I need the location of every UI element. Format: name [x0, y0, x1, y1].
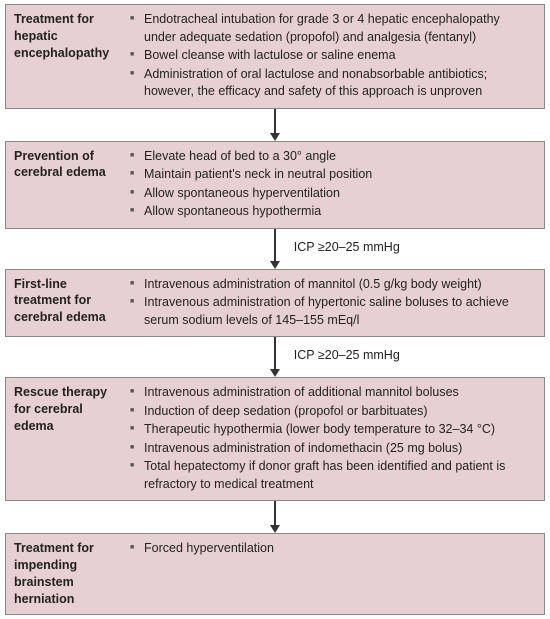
- box-title: Prevention of cerebral edema: [6, 142, 126, 228]
- box-title: Treatment for hepatic encephalopathy: [6, 5, 126, 108]
- box-title: First-line treatment for cerebral edema: [6, 270, 126, 337]
- list-item: Bowel cleanse with lactulose or saline e…: [130, 47, 534, 65]
- arrow-line: [274, 229, 276, 261]
- list-item: Elevate head of bed to a 30° angle: [130, 148, 534, 166]
- connector-label: ICP ≥20–25 mmHg: [286, 240, 400, 254]
- connector-arrow: ICP ≥20–25 mmHg: [5, 229, 545, 269]
- list-item: Intravenous administration of hypertonic…: [130, 294, 534, 329]
- box-content: Intravenous administration of mannitol (…: [126, 270, 544, 337]
- arrow-head-icon: [270, 133, 280, 141]
- list-item: Intravenous administration of additional…: [130, 384, 534, 402]
- box-content: Elevate head of bed to a 30° angle Maint…: [126, 142, 544, 228]
- list-item: Therapeutic hypothermia (lower body temp…: [130, 421, 534, 439]
- box-content: Intravenous administration of additional…: [126, 378, 544, 500]
- list-item: Intravenous administration of indomethac…: [130, 440, 534, 458]
- connector-label: ICP ≥20–25 mmHg: [286, 348, 400, 362]
- arrow-line: [274, 109, 276, 133]
- list-item: Forced hyperventilation: [130, 540, 534, 558]
- list-item: Intravenous administration of mannitol (…: [130, 276, 534, 294]
- list-item: Total hepatectomy if donor graft has bee…: [130, 458, 534, 493]
- connector-arrow: [5, 109, 545, 141]
- arrow-head-icon: [270, 369, 280, 377]
- flow-box: First-line treatment for cerebral edema …: [5, 269, 545, 338]
- flow-box: Prevention of cerebral edema Elevate hea…: [5, 141, 545, 229]
- arrow-line: [274, 337, 276, 369]
- connector-arrow: [5, 501, 545, 533]
- arrow-head-icon: [270, 261, 280, 269]
- flow-box: Rescue therapy for cerebral edema Intrav…: [5, 377, 545, 501]
- connector-arrow: ICP ≥20–25 mmHg: [5, 337, 545, 377]
- list-item: Allow spontaneous hyperventilation: [130, 185, 534, 203]
- flowchart-container: Treatment for hepatic encephalopathy End…: [4, 4, 546, 615]
- list-item: Administration of oral lactulose and non…: [130, 66, 534, 101]
- list-item: Induction of deep sedation (propofol or …: [130, 403, 534, 421]
- box-content: Endotracheal intubation for grade 3 or 4…: [126, 5, 544, 108]
- arrow-line: [274, 501, 276, 525]
- flow-box: Treatment for hepatic encephalopathy End…: [5, 4, 545, 109]
- list-item: Endotracheal intubation for grade 3 or 4…: [130, 11, 534, 46]
- box-title: Rescue therapy for cerebral edema: [6, 378, 126, 500]
- list-item: Allow spontaneous hypothermia: [130, 203, 534, 221]
- flow-box: Treatment for impending brainstem hernia…: [5, 533, 545, 615]
- list-item: Maintain patient's neck in neutral posit…: [130, 166, 534, 184]
- arrow-head-icon: [270, 525, 280, 533]
